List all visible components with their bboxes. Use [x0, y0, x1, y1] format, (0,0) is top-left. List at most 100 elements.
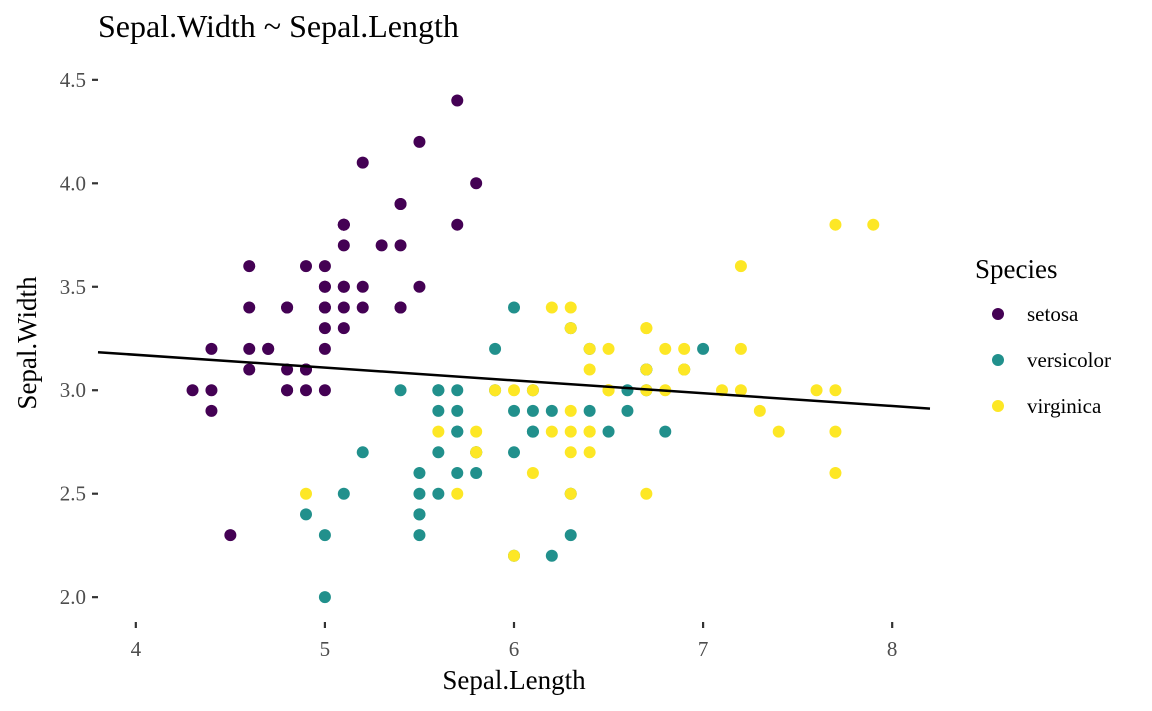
- legend-label-virginica: virginica: [1027, 394, 1102, 418]
- data-point-virginica: [734, 260, 747, 273]
- legend-items: setosa versicolor virginica: [992, 302, 1111, 418]
- y-tick-label: 3.5: [60, 275, 86, 299]
- data-point-virginica: [564, 322, 577, 335]
- data-point-versicolor: [508, 301, 520, 314]
- data-point-virginica: [829, 467, 842, 480]
- data-point-setosa: [318, 301, 331, 314]
- data-point-setosa: [337, 301, 350, 314]
- data-point-virginica: [640, 322, 653, 335]
- legend-key-versicolor: [992, 354, 1004, 366]
- series-setosa: [186, 94, 483, 542]
- y-tick-label: 4.5: [60, 68, 86, 92]
- data-point-versicolor: [394, 384, 407, 397]
- data-point-setosa: [224, 529, 237, 542]
- data-point-virginica: [545, 301, 558, 314]
- data-point-virginica: [772, 425, 785, 438]
- legend-key-virginica: [992, 400, 1004, 412]
- data-point-setosa: [300, 260, 312, 273]
- data-point-versicolor: [545, 549, 558, 562]
- data-point-setosa: [300, 384, 312, 397]
- data-point-virginica: [432, 425, 445, 438]
- data-point-setosa: [243, 363, 256, 376]
- data-point-versicolor: [318, 591, 331, 604]
- data-point-virginica: [583, 446, 596, 459]
- x-axis-title: Sepal.Length: [442, 665, 586, 695]
- data-point-setosa: [318, 280, 331, 293]
- x-axis: 4 5 6 7 8: [131, 622, 898, 661]
- data-point-versicolor: [432, 404, 445, 417]
- data-point-versicolor: [489, 342, 502, 355]
- data-point-versicolor: [621, 384, 634, 397]
- series-virginica: [300, 218, 880, 562]
- data-point-setosa: [318, 322, 331, 335]
- fit-line-group: [97, 350, 931, 410]
- data-point-setosa: [375, 239, 388, 252]
- x-tick-label: 8: [887, 637, 898, 661]
- data-point-setosa: [356, 301, 369, 314]
- data-point-virginica: [583, 425, 596, 438]
- data-point-versicolor: [451, 384, 464, 397]
- data-point-virginica: [583, 342, 596, 355]
- data-point-virginica: [734, 342, 747, 355]
- data-point-virginica: [526, 384, 539, 397]
- legend-label-setosa: setosa: [1027, 302, 1079, 326]
- regression-line: [97, 350, 931, 410]
- data-point-setosa: [205, 342, 218, 355]
- data-point-setosa: [318, 260, 331, 273]
- data-point-versicolor: [526, 425, 539, 438]
- legend: Species setosa versicolor virginica: [975, 254, 1111, 418]
- data-point-virginica: [734, 384, 747, 397]
- x-tick-label: 4: [131, 637, 142, 661]
- chart-title: Sepal.Width ~ Sepal.Length: [98, 8, 459, 44]
- x-tick-label: 5: [320, 637, 331, 661]
- x-tick-label: 6: [509, 637, 520, 661]
- y-tick-label: 2.0: [60, 585, 86, 609]
- data-point-versicolor: [413, 467, 426, 480]
- data-point-virginica: [829, 218, 842, 231]
- data-point-versicolor: [583, 404, 596, 417]
- data-point-setosa: [205, 404, 218, 417]
- data-point-setosa: [394, 239, 407, 252]
- data-point-virginica: [564, 404, 577, 417]
- data-point-versicolor: [508, 446, 520, 459]
- data-point-versicolor: [602, 425, 615, 438]
- data-point-virginica: [564, 446, 577, 459]
- data-point-virginica: [602, 342, 615, 355]
- data-point-setosa: [356, 280, 369, 293]
- data-point-virginica: [640, 487, 653, 500]
- data-point-setosa: [394, 197, 407, 210]
- data-point-setosa: [356, 156, 369, 169]
- data-point-virginica: [526, 467, 539, 480]
- y-axis-title: Sepal.Width: [12, 276, 42, 410]
- data-point-virginica: [564, 487, 577, 500]
- data-point-virginica: [829, 384, 842, 397]
- data-point-virginica: [470, 446, 483, 459]
- data-point-versicolor: [432, 384, 445, 397]
- data-point-setosa: [451, 94, 464, 107]
- data-point-setosa: [281, 384, 294, 397]
- data-point-virginica: [753, 404, 766, 417]
- data-point-versicolor: [545, 404, 558, 417]
- data-point-versicolor: [697, 342, 710, 355]
- data-point-setosa: [205, 384, 218, 397]
- data-point-setosa: [470, 177, 483, 190]
- data-point-setosa: [281, 301, 294, 314]
- data-point-setosa: [337, 322, 350, 335]
- data-point-virginica: [508, 384, 520, 397]
- legend-key-setosa: [992, 308, 1004, 320]
- data-point-virginica: [300, 487, 312, 500]
- y-tick-label: 2.5: [60, 482, 86, 506]
- data-point-virginica: [545, 425, 558, 438]
- data-point-virginica: [489, 384, 502, 397]
- data-point-setosa: [243, 342, 256, 355]
- data-point-virginica: [583, 363, 596, 376]
- legend-item-virginica: virginica: [992, 394, 1102, 418]
- data-point-versicolor: [451, 467, 464, 480]
- data-point-virginica: [564, 425, 577, 438]
- data-point-virginica: [829, 425, 842, 438]
- data-point-virginica: [508, 549, 520, 562]
- data-point-versicolor: [451, 404, 464, 417]
- data-point-setosa: [451, 218, 464, 231]
- data-point-versicolor: [413, 508, 426, 521]
- y-tick-label: 3.0: [60, 378, 86, 402]
